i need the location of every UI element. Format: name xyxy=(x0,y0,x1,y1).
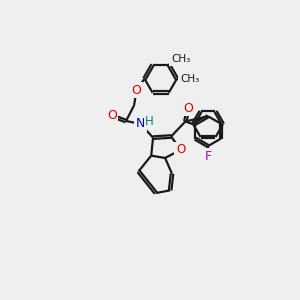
Text: H: H xyxy=(145,115,154,128)
Text: O: O xyxy=(107,110,117,122)
Text: F: F xyxy=(205,150,212,163)
Text: CH₃: CH₃ xyxy=(171,54,190,64)
Text: O: O xyxy=(176,143,185,156)
Text: CH₃: CH₃ xyxy=(180,74,199,84)
Text: N: N xyxy=(136,117,145,130)
Text: O: O xyxy=(131,84,141,97)
Text: O: O xyxy=(183,102,193,115)
